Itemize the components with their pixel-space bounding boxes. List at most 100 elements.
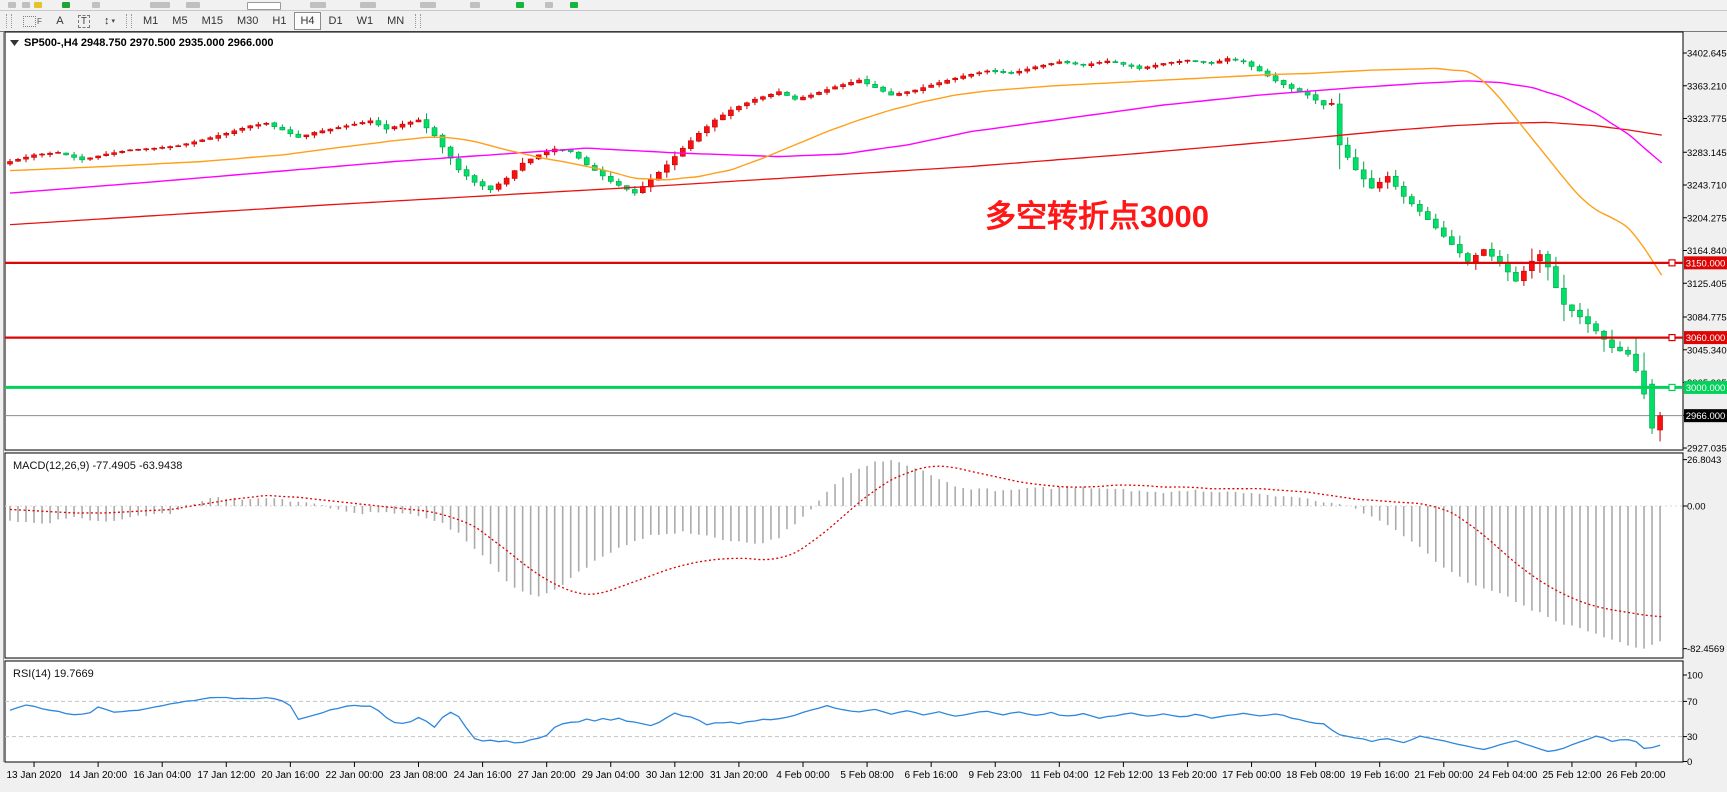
clipped-toolbar-fragment <box>186 2 200 8</box>
timeframe-button-M30[interactable]: M30 <box>231 12 264 30</box>
macd-signal-line <box>9 465 1662 618</box>
rsi-axis-label: 100 <box>1687 671 1703 682</box>
rsi-panel[interactable] <box>4 660 1684 763</box>
time-axis-label: 27 Jan 20:00 <box>518 770 576 781</box>
price-chart: 多空转折点3000 SP500-,H4 2948.750 2970.500 293… <box>5 37 1683 442</box>
time-axis-label: 24 Jan 16:00 <box>454 770 512 781</box>
price-badge-3060.000: 3060.000 <box>1684 331 1727 345</box>
clipped-toolbar-fragment <box>420 2 436 8</box>
timeframe-button-M1[interactable]: M1 <box>137 12 164 30</box>
price-badge-3150.000: 3150.000 <box>1684 256 1727 270</box>
hline-handle[interactable] <box>1668 333 1676 342</box>
text-tool-icon: T <box>77 14 90 28</box>
label-tool-button[interactable]: A <box>50 12 70 30</box>
grid-icon <box>23 15 36 27</box>
time-axis-label: 31 Jan 20:00 <box>710 770 768 781</box>
time-axis-label: 17 Feb 00:00 <box>1222 770 1281 781</box>
toolbar-separator-grip[interactable] <box>126 14 133 28</box>
hline-handle[interactable] <box>1668 383 1676 392</box>
current-price-badge: 2966.000 <box>1684 409 1727 423</box>
annotation-text: 多空转折点3000 <box>985 199 1209 234</box>
macd-label: MACD(12,26,9) -77.4905 -63.9438 <box>13 460 182 472</box>
time-axis-label: 12 Feb 12:00 <box>1094 770 1153 781</box>
clipped-toolbar-fragment <box>92 2 100 8</box>
toolbar-separator-grip[interactable] <box>415 14 422 28</box>
clipped-toolbar-fragment <box>545 2 553 8</box>
clipped-toolbar-fragment <box>470 2 480 8</box>
clipped-toolbar-fragment <box>310 2 326 8</box>
ma-fast-orange-line <box>9 67 1662 276</box>
macd-panel[interactable] <box>4 452 1684 659</box>
hline-3060.000[interactable] <box>5 333 1683 342</box>
toolbar-grip-handle[interactable] <box>6 14 12 28</box>
ma-slow-red-line <box>9 121 1662 226</box>
time-axis-label: 22 Jan 00:00 <box>326 770 384 781</box>
arrows-tool-button[interactable]: ↕ ▾ <box>98 12 121 30</box>
chart-area[interactable]: 多空转折点3000 SP500-,H4 2948.750 2970.500 293… <box>0 31 1727 792</box>
timeframe-button-M15[interactable]: M15 <box>196 12 229 30</box>
time-axis-label: 18 Feb 08:00 <box>1286 770 1345 781</box>
price-axis-label: 3363.210 <box>1687 81 1727 92</box>
grid-tool-label: F <box>37 16 42 26</box>
price-badge-3060.000-label: 3060.000 <box>1686 333 1726 344</box>
rsi-label: RSI(14) 19.7669 <box>13 668 94 680</box>
timeframe-button-H4[interactable]: H4 <box>294 12 321 30</box>
chart-grid-tool-button[interactable]: F <box>17 12 48 30</box>
macd-indicator: MACD(12,26,9) -77.4905 -63.9438 26.8043 0.… <box>5 455 1725 655</box>
ma-medium-magenta-line <box>9 80 1662 194</box>
price-axis-label: 3164.840 <box>1687 246 1727 257</box>
hline-handle[interactable] <box>1668 259 1676 267</box>
clipped-toolbar-fragment <box>360 2 376 8</box>
time-axis-label: 6 Feb 16:00 <box>904 770 958 781</box>
macd-axis-label: -82.4569 <box>1687 644 1725 655</box>
clipped-toolbar-fragment <box>8 2 16 8</box>
time-axis-label: 24 Feb 04:00 <box>1478 770 1537 781</box>
time-axis-label: 17 Jan 12:00 <box>197 770 255 781</box>
rsi-axis-label: 0 <box>1687 757 1692 768</box>
rsi-axis-label: 30 <box>1687 732 1698 743</box>
timeframe-button-D1[interactable]: D1 <box>323 12 349 30</box>
arrows-icon: ↕ <box>104 15 110 27</box>
price-axis-label: 3283.145 <box>1687 148 1727 159</box>
time-axis-label: 5 Feb 08:00 <box>840 770 894 781</box>
letter-a-icon: A <box>56 15 64 27</box>
hline-3150.000[interactable] <box>5 259 1683 267</box>
current-price-badge-label: 2966.000 <box>1686 411 1726 422</box>
time-axis-label: 26 Feb 20:00 <box>1607 770 1666 781</box>
timeframe-button-W1[interactable]: W1 <box>351 12 380 30</box>
clipped-toolbar-fragment <box>22 2 30 8</box>
macd-axis-label: 0.00 <box>1687 502 1706 513</box>
time-axis-label: 13 Feb 20:00 <box>1158 770 1217 781</box>
macd-histogram <box>9 460 1661 649</box>
time-axis-label: 14 Jan 20:00 <box>69 770 127 781</box>
time-axis-label: 29 Jan 04:00 <box>582 770 640 781</box>
clipped-upper-toolbar-row <box>0 0 1727 11</box>
rsi-line <box>9 696 1661 753</box>
timeframe-button-M5[interactable]: M5 <box>166 12 193 30</box>
timeframe-button-H1[interactable]: H1 <box>266 12 292 30</box>
clipped-toolbar-fragment <box>34 2 42 8</box>
time-axis-label: 11 Feb 04:00 <box>1030 770 1089 781</box>
rsi-axis-label: 70 <box>1687 697 1698 708</box>
clipped-toolbar-fragment <box>150 2 170 8</box>
price-axis-label: 3084.775 <box>1687 313 1727 324</box>
timeframe-button-MN[interactable]: MN <box>381 12 410 30</box>
price-axis-label: 3323.775 <box>1687 114 1727 125</box>
macd-axis-label: 26.8043 <box>1687 455 1721 466</box>
main-price-panel[interactable] <box>4 31 1684 451</box>
clipped-toolbar-fragment <box>570 2 578 8</box>
hline-3000.000[interactable] <box>5 383 1683 392</box>
time-axis-label: 21 Feb 00:00 <box>1414 770 1473 781</box>
text-tool-button[interactable]: T <box>72 12 96 30</box>
price-badge-3150.000-label: 3150.000 <box>1686 258 1726 269</box>
price-badge-3000.000-label: 3000.000 <box>1686 383 1726 394</box>
time-axis-label: 13 Jan 2020 <box>6 770 61 781</box>
price-axis-label: 3204.275 <box>1687 213 1727 224</box>
time-axis-label: 23 Jan 08:00 <box>390 770 448 781</box>
clipped-toolbar-fragment <box>62 2 70 8</box>
time-axis-label: 4 Feb 00:00 <box>776 770 830 781</box>
clipped-toolbar-fragment <box>247 2 281 10</box>
time-axis-label: 30 Jan 12:00 <box>646 770 704 781</box>
symbol-collapse-arrow-icon[interactable] <box>10 40 19 46</box>
